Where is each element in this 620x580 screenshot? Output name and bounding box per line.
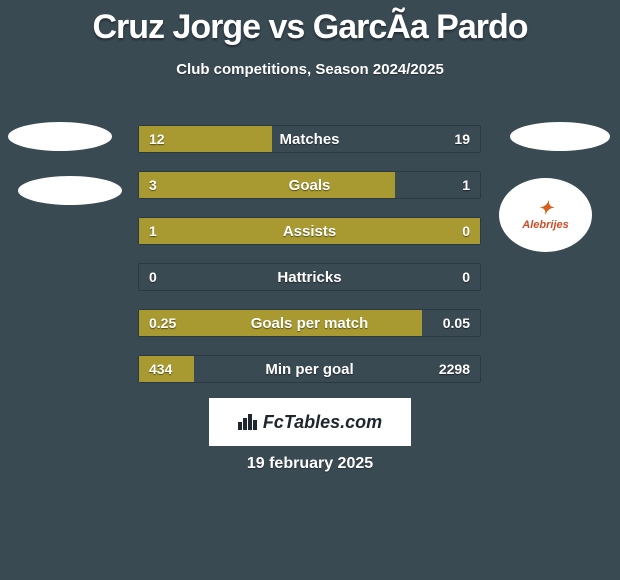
stat-value-left: 12 [149, 131, 165, 147]
page-subtitle: Club competitions, Season 2024/2025 [0, 61, 620, 78]
stat-value-right: 19 [454, 131, 470, 147]
stat-row: 00Hattricks [138, 263, 481, 291]
stat-value-left: 1 [149, 223, 157, 239]
stat-bar-right [272, 126, 480, 152]
stat-bar-right [139, 264, 480, 290]
player2-club-badge: ✦ Alebrijes [499, 178, 592, 252]
stat-row: 0.250.05Goals per match [138, 309, 481, 337]
stat-row: 4342298Min per goal [138, 355, 481, 383]
stat-bar-left [139, 310, 422, 336]
player2-avatar-placeholder [510, 122, 610, 151]
stat-value-left: 3 [149, 177, 157, 193]
brand-chart-icon [238, 414, 257, 430]
stat-bar-left [139, 172, 395, 198]
stat-bar-right [194, 356, 480, 382]
brand-box: FcTables.com [209, 398, 411, 446]
stat-row: 1219Matches [138, 125, 481, 153]
stat-value-left: 0.25 [149, 315, 176, 331]
date-text: 19 february 2025 [0, 455, 620, 473]
stat-value-left: 434 [149, 361, 172, 377]
stats-container: 1219Matches31Goals10Assists00Hattricks0.… [138, 125, 481, 401]
stat-row: 31Goals [138, 171, 481, 199]
player1-avatar-placeholder [8, 122, 112, 151]
stat-value-right: 0 [462, 223, 470, 239]
stat-value-left: 0 [149, 269, 157, 285]
club-icon: ✦ [538, 198, 553, 218]
club-badge-text: Alebrijes [522, 219, 568, 231]
stat-value-right: 0 [462, 269, 470, 285]
stat-value-right: 0.05 [443, 315, 470, 331]
stat-row: 10Assists [138, 217, 481, 245]
page-title: Cruz Jorge vs GarcÃ­a Pardo [0, 0, 620, 47]
stat-bar-left [139, 218, 480, 244]
stat-value-right: 2298 [439, 361, 470, 377]
stat-value-right: 1 [462, 177, 470, 193]
player1-club-placeholder [18, 176, 122, 205]
brand-text: FcTables.com [263, 412, 382, 433]
